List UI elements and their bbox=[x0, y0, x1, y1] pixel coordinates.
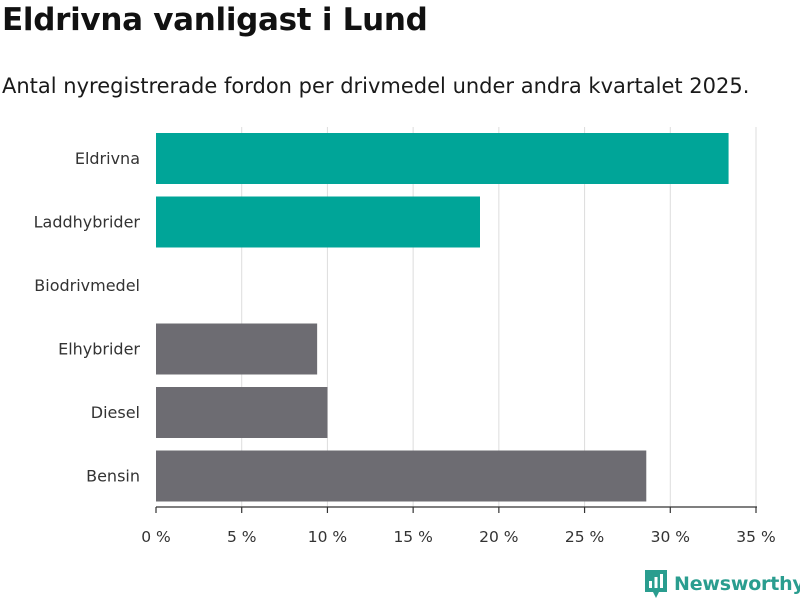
x-axis: 0 % 5 % 10 % 15 % 20 % 25 % 30 % 35 % bbox=[141, 506, 776, 546]
bar-bensin bbox=[156, 450, 647, 502]
grid-lines bbox=[241, 127, 757, 507]
newsworthy-logo-text: Newsworthy bbox=[674, 573, 800, 595]
bar-diesel bbox=[156, 387, 328, 438]
category-label: Laddhybrider bbox=[34, 213, 141, 232]
chart-subtitle: Antal nyregistrerade fordon per drivmede… bbox=[2, 74, 750, 98]
bar-eldrivna bbox=[156, 133, 729, 184]
bar-laddhybrider bbox=[156, 196, 480, 248]
x-tick-label: 15 % bbox=[393, 528, 432, 546]
x-tick-label: 10 % bbox=[308, 528, 347, 546]
x-tick-label: 20 % bbox=[479, 528, 518, 546]
category-label: Biodrivmedel bbox=[34, 276, 140, 295]
category-label: Diesel bbox=[91, 403, 140, 422]
bars bbox=[156, 133, 729, 502]
x-tick-label: 5 % bbox=[227, 528, 257, 546]
x-tick-label: 35 % bbox=[736, 528, 775, 546]
x-tick-label: 25 % bbox=[565, 528, 604, 546]
category-label: Bensin bbox=[86, 467, 140, 486]
category-labels: Eldrivna Laddhybrider Biodrivmedel Elhybrid… bbox=[34, 149, 141, 486]
category-label: Elhybrider bbox=[58, 340, 140, 359]
x-tick-label: 0 % bbox=[141, 528, 171, 546]
category-label: Eldrivna bbox=[75, 149, 140, 168]
bar-elhybrider bbox=[156, 323, 318, 375]
chart-title: Eldrivna vanligast i Lund bbox=[2, 2, 428, 38]
x-tick-label: 30 % bbox=[651, 528, 690, 546]
newsworthy-logo: Newsworthy bbox=[643, 568, 800, 600]
newsworthy-logo-icon bbox=[645, 570, 667, 598]
